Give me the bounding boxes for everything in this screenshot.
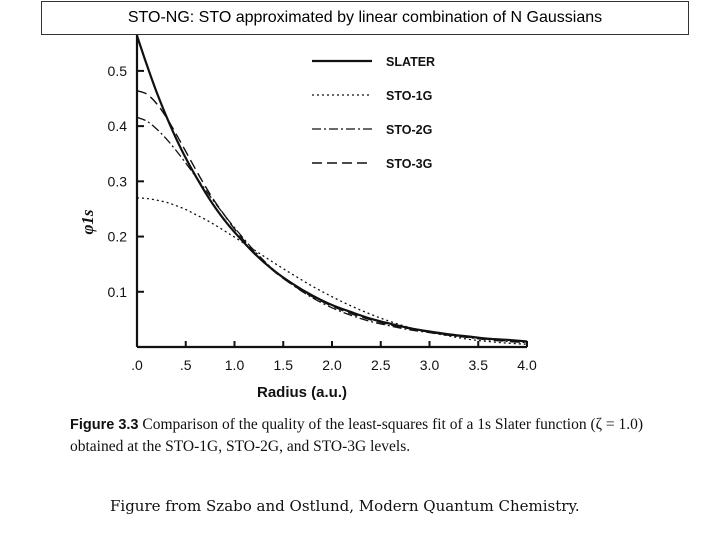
x-tick-label: 1.0 [225,357,245,373]
y-tick-label: 0.1 [108,284,128,300]
series-line-sto-2g [136,116,528,344]
y-tick-label: 0.2 [108,229,128,245]
figure-caption: Figure 3.3 Comparison of the quality of … [70,414,670,457]
series-line-sto-1g [136,197,528,345]
x-tick-label: 2.5 [371,357,391,373]
legend-label-slater: SLATER [386,55,435,69]
figure-caption-text: Comparison of the quality of the least-s… [70,416,644,455]
figure-label: Figure 3.3 [70,417,139,433]
x-tick-label: .0 [131,357,143,373]
x-tick-label: .5 [180,357,192,373]
legend-label-sto-1g: STO-1G [386,89,432,103]
chart-series [135,35,528,345]
legend-label-sto-2g: STO-2G [386,123,432,137]
source-note: Figure from Szabo and Ostlund, Modern Qu… [110,497,580,515]
sto-ng-chart: .0 .5 1.0 1.5 2.0 2.5 3.0 3.5 4.0 0.1 0.2 0.3 0.4 0.5… [78,35,537,401]
x-axis-label: Radius (a.u.) [257,384,347,401]
chart-axes: .0 .5 1.0 1.5 2.0 2.5 3.0 3.5 4.0 0.1 0.2 0.3 0.4 0.5 [108,35,537,373]
legend-label-sto-3g: STO-3G [386,157,432,171]
y-tick-label: 0.5 [108,63,128,79]
series-line-sto-3g [136,90,528,343]
y-tick-label: 0.3 [108,173,128,189]
y-axis-label: φ1s [78,209,97,234]
series-line-slater [135,35,528,343]
chart-legend: SLATER STO-1G STO-2G STO-3G [312,55,435,171]
x-tick-label: 3.0 [420,357,440,373]
y-tick-label: 0.4 [108,118,128,134]
x-tick-label: 2.0 [322,357,342,373]
x-tick-label: 3.5 [469,357,489,373]
x-tick-label: 4.0 [517,357,537,373]
x-tick-label: 1.5 [274,357,294,373]
slide-title: STO-NG: STO approximated by linear combi… [41,1,689,35]
